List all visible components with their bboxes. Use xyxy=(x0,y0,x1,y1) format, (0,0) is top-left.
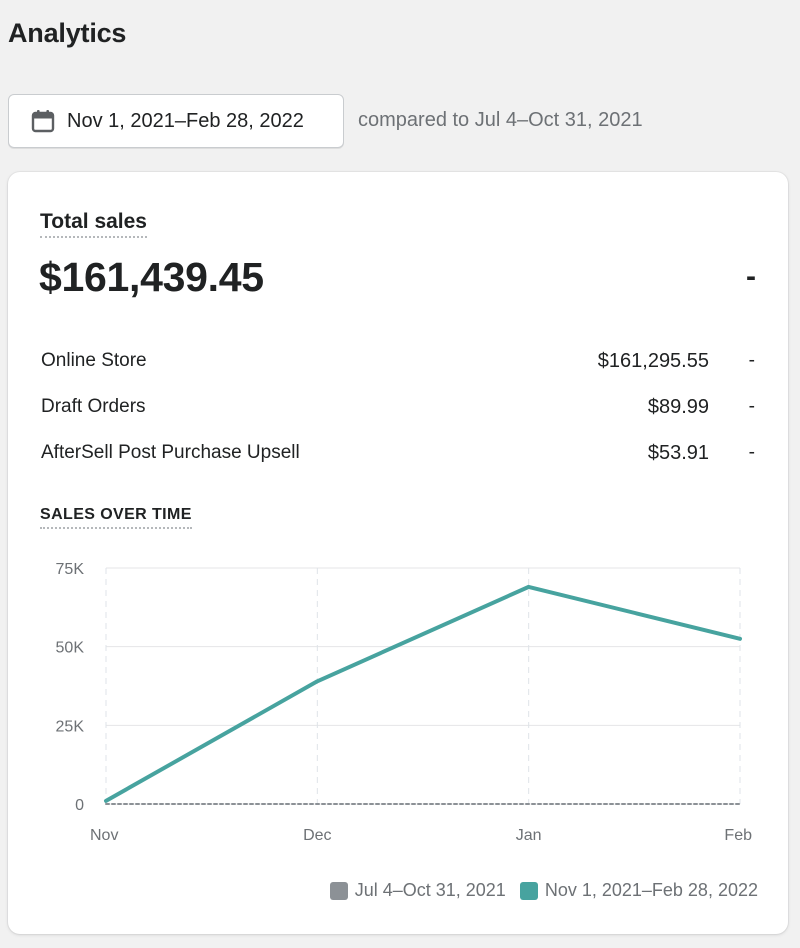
total-sales-value: $161,439.45 xyxy=(39,254,264,300)
date-range-button[interactable]: Nov 1, 2021–Feb 28, 2022 xyxy=(8,94,344,148)
channel-change: - xyxy=(748,396,755,417)
channel-change: - xyxy=(748,350,755,371)
sales-over-time-chart: 0 25K 50K 75K Nov Dec Jan Feb xyxy=(56,561,753,844)
legend-swatch xyxy=(519,881,538,900)
calendar-icon xyxy=(31,109,55,133)
legend-item-0[interactable]: Jul 4–Oct 31, 2021 xyxy=(329,880,506,901)
date-range-label: Nov 1, 2021–Feb 28, 2022 xyxy=(67,109,304,132)
total-sales-change: - xyxy=(746,260,756,293)
channel-row-online-store: Online Store $161,295.55 - xyxy=(41,346,755,392)
series-line-1 xyxy=(104,584,742,803)
channel-name: Draft Orders xyxy=(41,396,146,417)
x-tick-label: Feb xyxy=(724,827,752,844)
channel-name: AfterSell Post Purchase Upsell xyxy=(41,442,300,463)
channel-row-draft-orders: Draft Orders $89.99 - xyxy=(41,392,755,438)
channel-name: Online Store xyxy=(41,350,147,371)
channel-value: $89.99 xyxy=(647,396,709,418)
chart-legend: Jul 4–Oct 31, 2021 Nov 1, 2021–Feb 28, 20… xyxy=(316,880,758,901)
y-tick-label: 75K xyxy=(56,561,85,578)
page-title: Analytics xyxy=(8,18,127,48)
total-sales-card: Total sales $161,439.45 - Online Store $… xyxy=(8,172,788,934)
sales-channel-list: Online Store $161,295.55 - Draft Orders … xyxy=(41,346,755,484)
channel-value: $53.91 xyxy=(647,442,709,464)
y-tick-label: 50K xyxy=(56,640,85,657)
channel-row-aftersell: AfterSell Post Purchase Upsell $53.91 - xyxy=(41,438,755,484)
y-tick-label: 25K xyxy=(56,718,85,735)
legend-swatch xyxy=(329,881,348,900)
sales-over-time-heading[interactable]: SALES OVER TIME xyxy=(40,506,192,529)
total-sales-title[interactable]: Total sales xyxy=(40,210,147,238)
x-tick-label: Jan xyxy=(516,827,542,844)
channel-change: - xyxy=(748,442,755,463)
x-tick-label: Nov xyxy=(90,827,118,844)
channel-value: $161,295.55 xyxy=(597,350,709,372)
legend-label: Nov 1, 2021–Feb 28, 2022 xyxy=(544,880,758,900)
comparison-text: compared to Jul 4–Oct 31, 2021 xyxy=(358,109,643,131)
y-tick-label: 0 xyxy=(75,797,84,814)
x-tick-label: Dec xyxy=(303,827,331,844)
legend-label: Jul 4–Oct 31, 2021 xyxy=(354,880,506,900)
legend-item-1[interactable]: Nov 1, 2021–Feb 28, 2022 xyxy=(519,880,758,901)
